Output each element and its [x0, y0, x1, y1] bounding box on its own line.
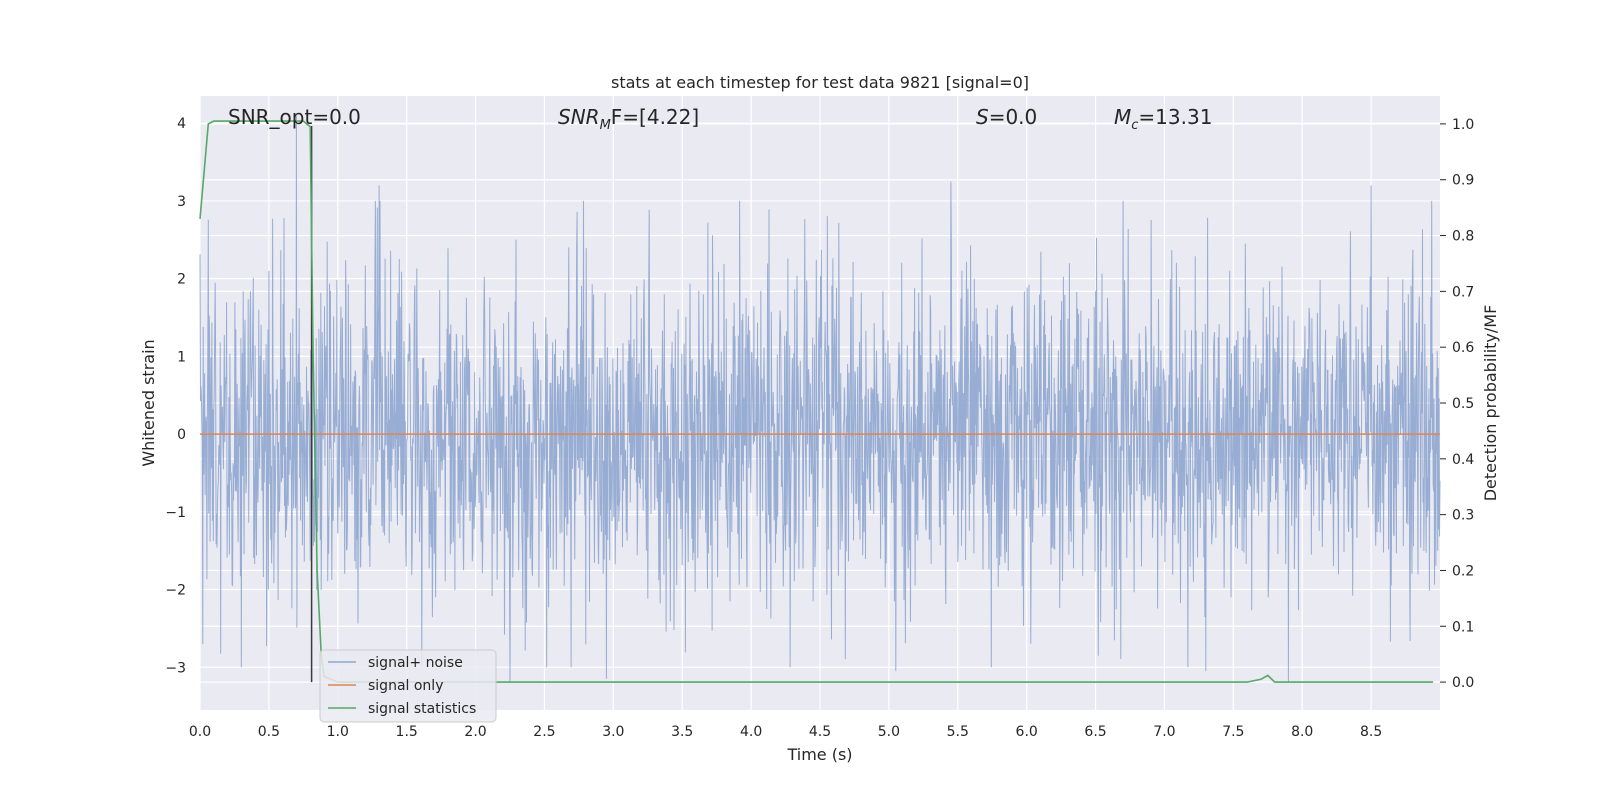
- y2-tick-label: 0.3: [1452, 508, 1474, 524]
- chart-title: stats at each timestep for test data 982…: [611, 73, 1029, 92]
- y-tick-label: 1: [177, 349, 186, 365]
- x-axis-label: Time (s): [786, 745, 852, 764]
- legend-box: [319, 649, 497, 723]
- y-tick-label: 3: [177, 194, 186, 210]
- y2-tick-label: 0.7: [1452, 284, 1474, 300]
- x-tick-label: 0.5: [258, 724, 280, 740]
- x-tick-label: 1.0: [327, 724, 349, 740]
- signal-plus-noise-line: [199, 115, 1441, 683]
- x-axis-ticks: 0.0 0.5 1.0 1.5 2.0 2.5 3.0 3.5 4.0 4.5 5.0 5.5 6.0 6…: [189, 724, 1382, 740]
- y2-tick-label: 0.2: [1452, 563, 1474, 579]
- y-tick-label: 0: [177, 427, 186, 443]
- snr-mf-symbol: SNR: [558, 105, 600, 129]
- s-symbol: S: [976, 105, 989, 129]
- y2-axis-ticks: 0.0 0.1 0.2 0.3 0.4 0.5 0.6 0.7 0.8 0.9 1.0: [1440, 117, 1474, 691]
- y2-tick-label: 0.1: [1452, 619, 1474, 635]
- y-axis-label: Whitened strain: [139, 339, 158, 466]
- annotation-snr-opt: SNR_opt=0.0: [228, 105, 361, 129]
- x-tick-label: 0.0: [189, 724, 211, 740]
- series-signal-plus-noise: [199, 115, 1441, 683]
- x-tick-label: 8.0: [1291, 724, 1313, 740]
- y2-tick-label: 0.5: [1452, 396, 1474, 412]
- legend: signal+ noise signal only signal statist…: [319, 649, 497, 723]
- x-tick-label: 4.5: [809, 724, 831, 740]
- mc-subscript: c: [1131, 118, 1138, 133]
- x-tick-label: 5.0: [878, 724, 900, 740]
- x-tick-label: 5.5: [947, 724, 969, 740]
- snr-mf-value: F=[4.22]: [611, 105, 699, 129]
- x-tick-label: 7.5: [1222, 724, 1244, 740]
- y-tick-label: −1: [165, 505, 186, 521]
- y-tick-label: 2: [177, 272, 186, 288]
- y-tick-label: 4: [177, 116, 186, 132]
- y-tick-label: −3: [165, 660, 186, 676]
- x-tick-label: 8.5: [1360, 724, 1382, 740]
- x-tick-label: 7.0: [1153, 724, 1175, 740]
- annotation-s: S=0.0: [976, 105, 1037, 129]
- mc-symbol: M: [1114, 105, 1131, 129]
- y2-tick-label: 0.8: [1452, 229, 1474, 245]
- x-tick-label: 1.5: [396, 724, 418, 740]
- y2-tick-label: 0.9: [1452, 173, 1474, 189]
- legend-label-signal-statistics: signal statistics: [368, 701, 476, 717]
- s-value: =0.0: [989, 105, 1038, 129]
- mc-value: =13.31: [1138, 105, 1212, 129]
- legend-label-signal-plus-noise: signal+ noise: [368, 655, 463, 671]
- x-tick-label: 2.5: [533, 724, 555, 740]
- x-tick-label: 3.5: [671, 724, 693, 740]
- x-tick-label: 4.0: [740, 724, 762, 740]
- y-tick-label: −2: [165, 583, 186, 599]
- y-axis-ticks: −3 −2 −1 0 1 2 3 4: [165, 116, 186, 676]
- snr-mf-subscript: M: [600, 118, 611, 133]
- y2-tick-label: 1.0: [1452, 117, 1474, 133]
- x-tick-label: 6.0: [1016, 724, 1038, 740]
- x-tick-label: 3.0: [602, 724, 624, 740]
- legend-label-signal-only: signal only: [368, 678, 443, 694]
- y2-axis-label: Detection probability/MF: [1481, 305, 1500, 502]
- y2-tick-label: 0.0: [1452, 675, 1474, 691]
- annotation-snr-mf: SNRMF=[4.22]: [558, 105, 699, 133]
- x-tick-label: 2.0: [464, 724, 486, 740]
- x-tick-label: 6.5: [1084, 724, 1106, 740]
- y2-tick-label: 0.4: [1452, 452, 1474, 468]
- y2-tick-label: 0.6: [1452, 340, 1474, 356]
- annotation-mc: Mc=13.31: [1114, 105, 1212, 133]
